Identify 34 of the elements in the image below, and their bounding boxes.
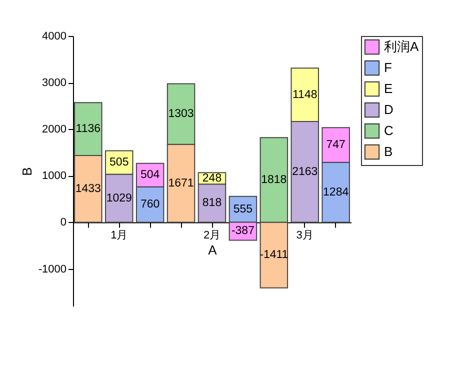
y-tick-label: 4000 [42,30,66,42]
data-label: 1284 [323,186,350,198]
x-tick-label: 2月 [203,230,221,242]
data-label: 505 [110,156,129,169]
y-tick-label: 3000 [42,77,66,90]
data-label: 555 [233,203,253,216]
data-label: 1671 [168,177,194,190]
data-label: 248 [202,172,222,184]
x-axis-title: A [208,242,218,258]
y-axis-title: B [19,167,34,176]
data-label: 1136 [76,123,101,136]
data-label: 818 [202,197,222,210]
y-tick-label: 2000 [42,124,66,136]
data-label: 747 [326,139,346,152]
data-label: 1818 [261,174,287,186]
data-label: 760 [140,198,160,211]
legend-label: C [384,123,394,138]
y-tick-label: -1000 [38,263,66,276]
data-label: 2163 [292,166,318,178]
y-tick-label: 1000 [42,170,66,182]
x-tick-label: 3月 [296,230,314,242]
x-tick-label: 1月 [110,230,128,242]
legend-label: D [384,102,394,117]
data-label: 1148 [292,88,318,101]
legend-label: B [384,144,393,159]
data-label: 504 [140,169,160,182]
data-label: 1029 [106,192,132,204]
data-label: 1303 [168,108,194,120]
legend-label: E [384,81,393,96]
data-label: -387 [231,225,254,238]
legend-label: F [384,60,392,75]
data-label: 1433 [75,182,101,195]
legend-label: 利润A [384,39,419,54]
y-tick-label: 0 [60,216,66,229]
